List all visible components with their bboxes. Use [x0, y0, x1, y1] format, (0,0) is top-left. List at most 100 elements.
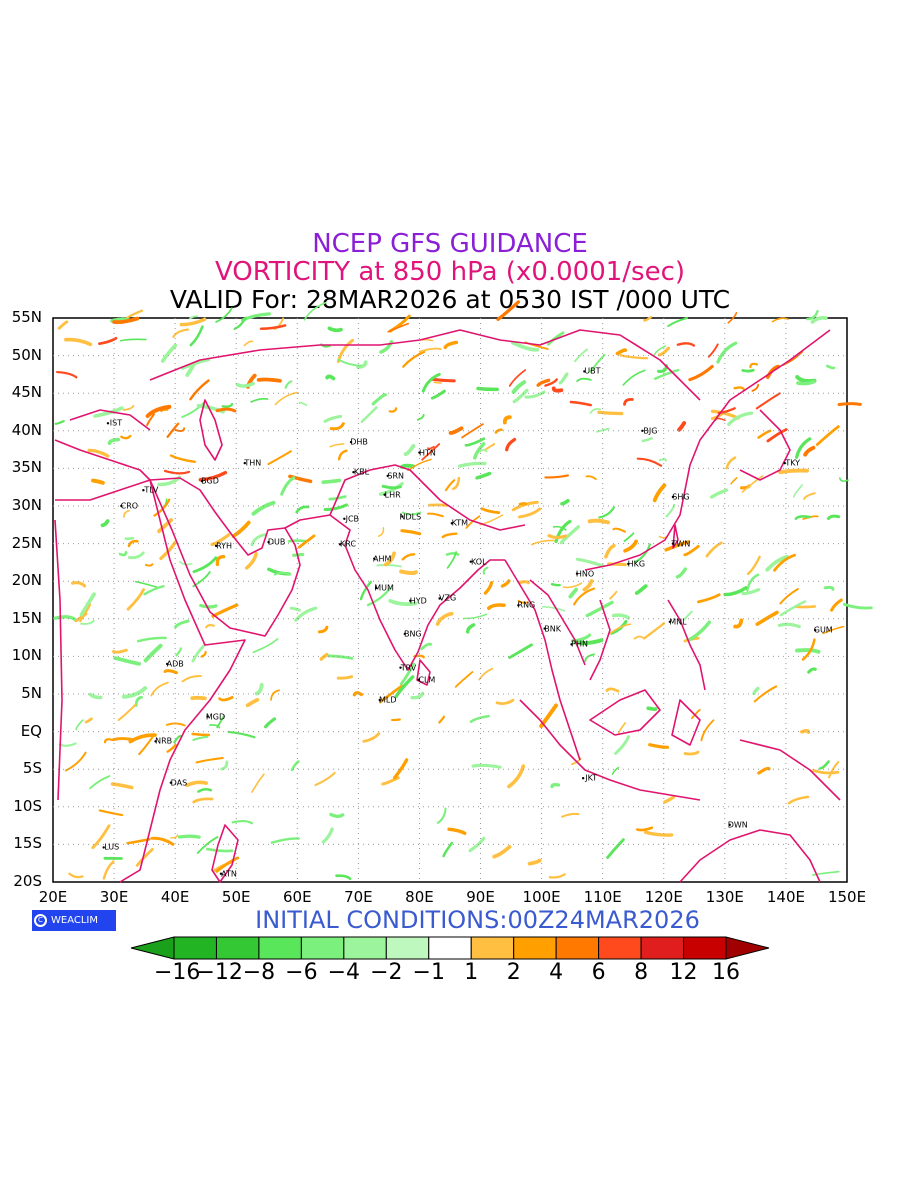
vorticity-streak — [746, 555, 761, 576]
vorticity-streak — [802, 515, 819, 520]
vorticity-streak — [118, 550, 128, 557]
vorticity-streak — [352, 691, 364, 697]
vorticity-streak — [401, 511, 422, 516]
vorticity-streak — [145, 404, 172, 418]
vorticity-streak — [605, 687, 620, 693]
city-marker — [166, 662, 169, 666]
vorticity-streak — [587, 518, 610, 525]
colorbar-tick-label: −8 — [242, 960, 276, 985]
vorticity-streak — [259, 324, 287, 330]
city-label: HKG — [627, 559, 646, 569]
vorticity-streak — [124, 536, 135, 541]
vorticity-streak — [403, 443, 416, 456]
vorticity-streak — [476, 386, 499, 392]
city-label: KTM — [451, 518, 469, 528]
badge-text: WEACLIM — [51, 915, 99, 926]
city-marker — [438, 597, 441, 600]
vorticity-streak — [288, 474, 313, 484]
vorticity-streak — [387, 322, 410, 333]
vorticity-streak — [399, 569, 418, 576]
vorticity-streak — [705, 541, 723, 558]
city-marker — [543, 627, 546, 630]
title-variable: VORTICITY at 850 hPa (x0.0001/sec) — [214, 257, 686, 287]
city-label: BNG — [403, 629, 422, 639]
vorticity-streak — [64, 751, 87, 772]
city-label: ATN — [221, 869, 237, 879]
city-marker — [399, 666, 402, 669]
city-marker — [154, 740, 157, 743]
station-markers — [102, 370, 817, 875]
vorticity-streak — [150, 681, 169, 697]
vorticity-streak — [376, 564, 402, 568]
city-label: MLD — [378, 695, 397, 705]
weaclim-badge[interactable]: C WEACLIM — [32, 910, 116, 931]
vorticity-streak — [190, 695, 207, 701]
lat-tick-label: 35N — [11, 458, 42, 477]
vorticity-streak — [633, 543, 652, 564]
city-marker — [469, 560, 472, 563]
vorticity-streak — [102, 860, 115, 880]
vorticity-streak — [806, 309, 819, 321]
vorticity-streak — [399, 662, 416, 686]
vorticity-streak — [314, 771, 336, 787]
vorticity-streak — [442, 841, 454, 858]
lon-tick-label: 130E — [705, 888, 744, 906]
vorticity-streak — [778, 468, 809, 475]
city-marker — [102, 846, 105, 849]
vorticity-streak — [235, 381, 255, 388]
vorticity-streak — [725, 456, 737, 470]
vorticity-streak — [643, 315, 653, 322]
vorticity-streak — [487, 603, 506, 611]
city-marker — [120, 504, 123, 508]
city-marker — [383, 493, 386, 496]
vorticity-streak — [110, 782, 134, 790]
vorticity-streak — [383, 551, 396, 567]
vorticity-streak — [402, 350, 426, 368]
vorticity-streak — [551, 386, 564, 393]
vorticity-streak — [215, 307, 233, 323]
vorticity-streak — [502, 415, 512, 425]
vorticity-streak — [812, 769, 840, 775]
vorticity-streak — [464, 437, 486, 447]
vorticity-streak — [163, 669, 178, 675]
city-label: UBT — [584, 366, 601, 376]
vorticity-streak — [573, 587, 596, 606]
city-label: JCB — [345, 514, 360, 524]
vorticity-streak — [574, 348, 589, 363]
vorticity-streak — [550, 782, 561, 789]
city-marker — [671, 495, 675, 499]
vorticity-streak — [633, 635, 644, 640]
vorticity-streak — [511, 380, 527, 394]
city-marker — [401, 515, 404, 518]
lat-tick-label: 20S — [13, 872, 42, 890]
city-marker — [352, 470, 355, 474]
vorticity-streak — [250, 533, 268, 547]
vorticity-streak — [697, 593, 721, 604]
vorticity-streak — [512, 388, 529, 404]
vorticity-streak — [371, 393, 387, 406]
vorticity-streak — [492, 845, 512, 859]
colorbar-swatch — [513, 936, 557, 960]
vorticity-streak — [430, 389, 446, 400]
vorticity-streak — [741, 588, 761, 596]
city-label: VZG — [439, 593, 457, 603]
vorticity-streak — [473, 442, 486, 460]
vorticity-streak — [127, 551, 145, 560]
vorticity-streak — [205, 624, 215, 629]
vorticity-streak — [843, 602, 873, 610]
vorticity-streak — [189, 379, 210, 401]
vorticity-streak — [356, 360, 368, 369]
colorbar-tick-label: 16 — [712, 960, 740, 985]
vorticity-streak — [452, 476, 461, 491]
lon-tick-label: 100E — [522, 888, 561, 906]
colorbar-tick-label: −4 — [327, 960, 361, 985]
vorticity-streak — [536, 378, 551, 387]
vorticity-streak — [126, 588, 146, 611]
city-label: BGD — [201, 476, 219, 486]
vorticity-streak — [270, 689, 280, 701]
vorticity-streak — [192, 735, 209, 742]
vorticity-streak — [807, 667, 817, 674]
vorticity-streak — [837, 402, 862, 407]
title-model: NCEP GFS GUIDANCE — [312, 229, 588, 259]
lat-tick-label: 5N — [21, 684, 42, 702]
